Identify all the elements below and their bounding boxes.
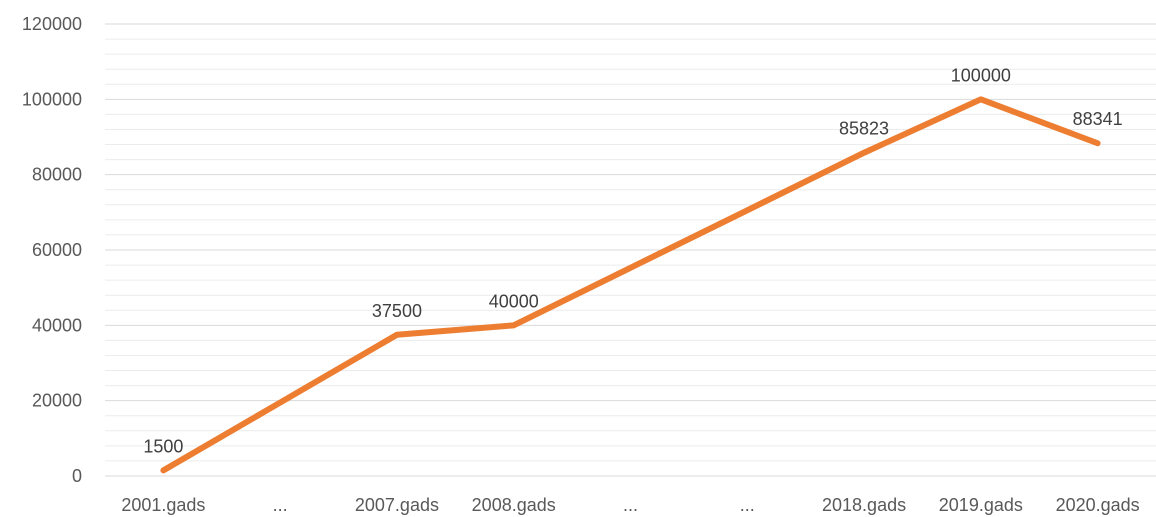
data-label: 88341 — [1073, 109, 1123, 129]
data-label: 100000 — [951, 65, 1011, 85]
data-label: 85823 — [839, 119, 889, 139]
data-label: 1500 — [143, 436, 183, 456]
x-axis: 2001.gads... 2007.gads 2008.gads...... 2018… — [121, 495, 1139, 515]
x-tick-label: 2020.gads — [1056, 495, 1140, 515]
x-tick-label: ... — [623, 495, 638, 515]
y-tick-label: 60000 — [32, 240, 82, 260]
y-tick-label: 120000 — [22, 14, 82, 34]
x-tick-label: 2008.gads — [472, 495, 556, 515]
gridlines — [105, 23, 1156, 477]
y-tick-label: 100000 — [22, 89, 82, 109]
x-tick-label: 2018.gads — [822, 495, 906, 515]
series-line — [160, 96, 1101, 474]
data-labels: 1500 37500 40000 85823 100000 88341 — [143, 65, 1122, 456]
data-label: 40000 — [489, 291, 539, 311]
data-label: 37500 — [372, 301, 422, 321]
y-tick-label: 0 — [72, 466, 82, 486]
y-axis: 0 20000 40000 60000 80000 100000 120000 — [22, 14, 82, 486]
x-tick-label: 2007.gads — [355, 495, 439, 515]
y-tick-label: 80000 — [32, 165, 82, 185]
x-tick-label: ... — [740, 495, 755, 515]
series-layer — [160, 96, 1101, 474]
x-tick-label: 2019.gads — [939, 495, 1023, 515]
x-tick-label: 2001.gads — [121, 495, 205, 515]
y-tick-label: 40000 — [32, 315, 82, 335]
x-tick-label: ... — [273, 495, 288, 515]
y-tick-label: 20000 — [32, 391, 82, 411]
